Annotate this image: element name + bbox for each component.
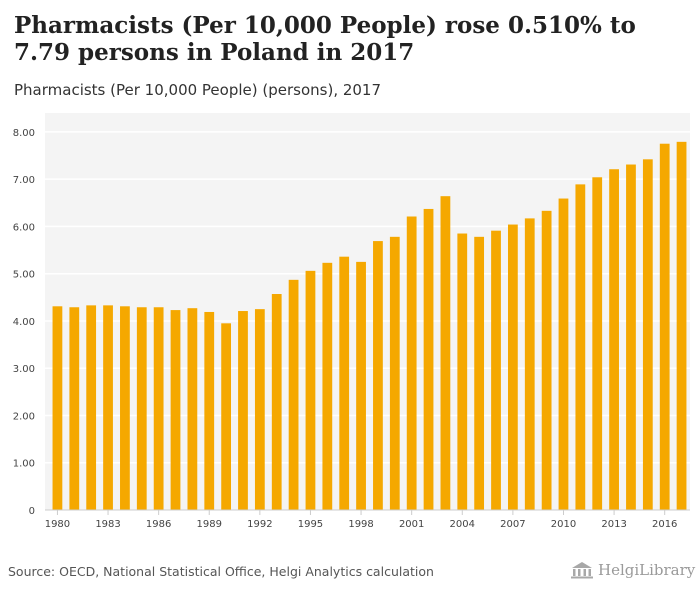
bar-1999[interactable] [373,241,383,510]
y-tick-label: 0 [29,506,35,517]
bar-1996[interactable] [322,262,333,510]
y-tick-label: 3.00 [13,364,35,375]
library-building-icon [571,562,593,579]
y-tick-label: 7.00 [13,175,35,186]
grid-lines [45,131,690,464]
x-axis-ticks: 1980 1983 1986 1989 1992 1995 1998 2001 2004 2007… [45,510,677,530]
y-tick-label: 6.00 [13,222,35,233]
bar-2013[interactable] [609,169,619,511]
bar-2007[interactable] [507,224,518,510]
bar-1984[interactable] [120,306,130,510]
bar-1986[interactable] [153,307,164,510]
x-tick-label: 2016 [652,519,677,530]
x-tick-label: 1980 [45,519,70,530]
bar-1990[interactable] [221,323,232,510]
x-tick-label: 1989 [197,519,222,530]
x-tick-label: 2007 [500,519,525,530]
bar-1983[interactable] [103,305,113,510]
x-tick-label: 2013 [601,519,626,530]
bar-chart: 01.002.003.004.005.006.007.008.00 1980 19… [13,113,690,530]
bar-1995[interactable] [305,270,316,510]
bar-1985[interactable] [136,307,147,510]
bar-1993[interactable] [271,294,282,510]
bar-2004[interactable] [457,233,468,510]
bar-1980[interactable] [52,306,63,510]
x-tick-label: 2010 [551,519,576,530]
x-tick-label: 2004 [450,519,475,530]
x-tick-label: 1986 [146,519,171,530]
chart-title: Pharmacists (Per 10,000 People) rose 0.5… [14,12,636,66]
y-tick-label: 2.00 [13,411,35,422]
bar-2002[interactable] [423,208,434,510]
bar-2017[interactable] [676,141,687,510]
x-tick-label: 1992 [247,519,272,530]
bar-2006[interactable] [491,230,501,510]
bar-1989[interactable] [204,311,215,510]
bar-2003[interactable] [440,196,451,510]
helgi-library-logo[interactable]: HelgiLibrary [570,561,695,579]
bar-2008[interactable] [524,218,535,510]
bar-2009[interactable] [541,210,552,510]
bar-2014[interactable] [626,164,636,510]
x-tick-label: 1995 [298,519,323,530]
bar-1988[interactable] [187,308,198,510]
y-axis-ticks: 0 1.00 2.00 3.00 4.00 5.00 6.00 7.00 8.00 [13,128,35,517]
bar-1981[interactable] [69,307,80,510]
bar-1994[interactable] [288,279,299,510]
bar-1992[interactable] [254,309,265,510]
bars [52,141,687,511]
bar-1982[interactable] [86,305,97,510]
bar-1997[interactable] [339,256,350,510]
bar-2016[interactable] [659,143,670,510]
x-tick-label: 1983 [95,519,120,530]
source-note: Source: OECD, National Statistical Offic… [8,564,434,579]
x-tick-label: 1998 [348,519,373,530]
x-tick-label: 2001 [399,519,424,530]
bar-2010[interactable] [558,198,569,510]
bar-1987[interactable] [170,310,181,510]
bar-2012[interactable] [592,177,603,510]
bar-2001[interactable] [406,216,417,511]
bar-2000[interactable] [389,236,400,510]
bar-1998[interactable] [356,261,366,511]
bar-2015[interactable] [642,159,653,510]
y-tick-label: 1.00 [13,459,35,470]
bar-2011[interactable] [575,184,586,510]
y-tick-label: 4.00 [13,317,35,328]
y-tick-label: 8.00 [13,128,35,139]
y-tick-label: 5.00 [13,270,35,281]
bar-2005[interactable] [474,236,485,510]
logo-text: HelgiLibrary [598,561,696,579]
chart-subtitle: Pharmacists (Per 10,000 People) (persons… [14,81,382,99]
bar-1991[interactable] [238,311,248,510]
